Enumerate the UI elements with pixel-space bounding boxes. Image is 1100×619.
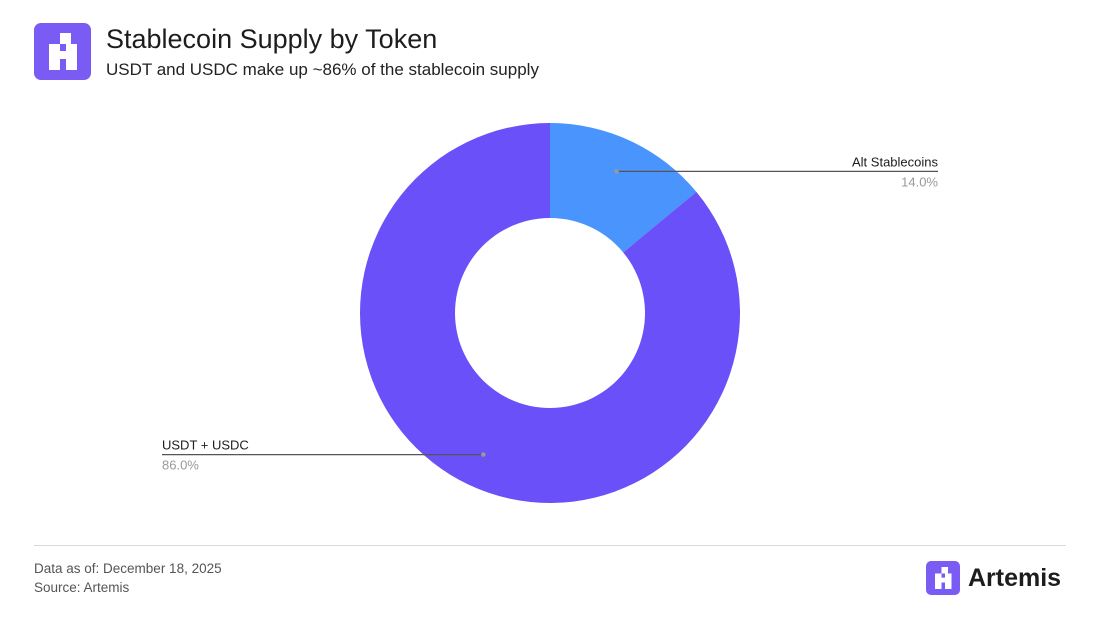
slice-alt-stablecoins <box>550 123 697 253</box>
data-source: Source: Artemis <box>34 580 130 595</box>
data-date: Data as of: December 18, 2025 <box>34 561 222 576</box>
artemis-brand-icon <box>926 561 960 595</box>
footer-divider <box>34 545 1066 546</box>
artemis-logo-icon <box>34 23 91 80</box>
slice-label-usdt-usdc: USDT + USDC <box>162 438 249 453</box>
chart-title: Stablecoin Supply by Token <box>106 24 438 54</box>
slice-value-alt-stablecoins: 14.0% <box>901 174 938 189</box>
slice-value-usdt-usdc: 86.0% <box>162 458 199 473</box>
slice-usdt-usdc <box>360 123 740 504</box>
chart-subtitle: USDT and USDC make up ~86% of the stable… <box>106 60 539 79</box>
leader-dot-usdt-usdc <box>481 452 486 457</box>
brand-logo: Artemis <box>926 560 1061 596</box>
slice-label-alt-stablecoins: Alt Stablecoins <box>852 154 938 169</box>
donut-chart: Alt Stablecoins 14.0% USDT + USDC 86.0% <box>162 123 938 504</box>
brand-name: Artemis <box>968 563 1062 592</box>
leader-dot-alt-stablecoins <box>614 169 619 174</box>
